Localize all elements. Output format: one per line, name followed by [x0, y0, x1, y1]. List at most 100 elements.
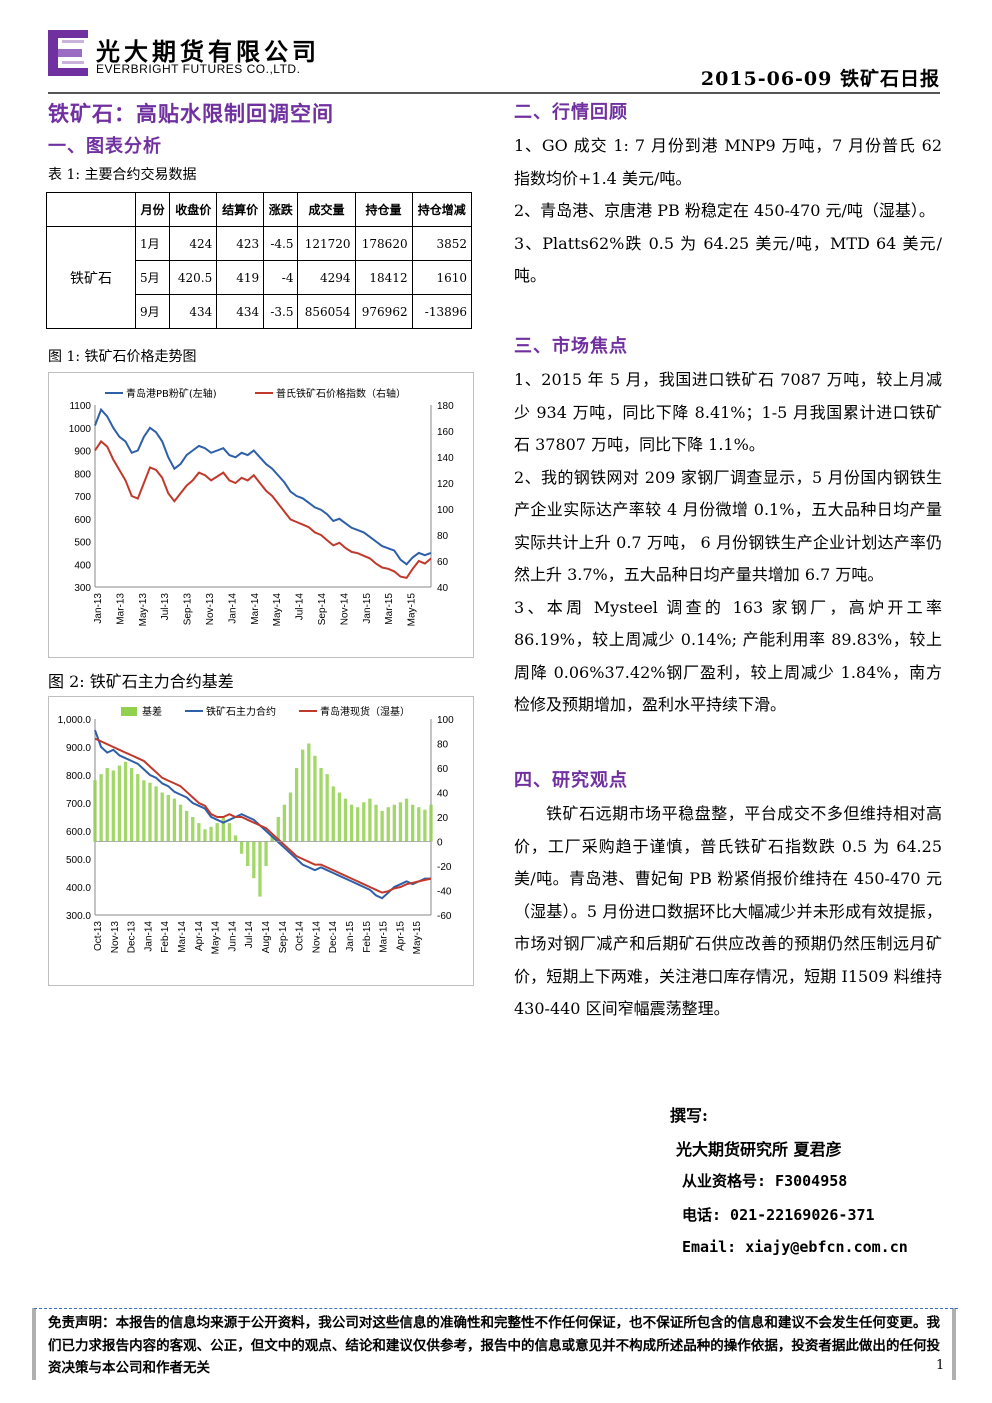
- x-tick-label: Mar-15: [379, 921, 390, 953]
- y-left-tick-label: 1,000.0: [58, 715, 92, 726]
- y-left-tick-label: 900: [74, 447, 91, 458]
- review-item: 1、GO 成交 1: 7 月份到港 MNP9 万吨，7 月份普氏 62 指数均价…: [514, 136, 942, 188]
- x-tick-label: Jan-15: [362, 593, 373, 624]
- x-tick-label: Jul-14: [244, 921, 255, 949]
- focus-text: 1、2015 年 5 月，我国进口铁矿石 7087 万吨，较上月减少 934 万…: [514, 364, 942, 722]
- page-number: 1: [936, 1358, 945, 1373]
- x-tick-label: Mar-14: [250, 593, 261, 625]
- basis-bar: [148, 782, 152, 842]
- table-cell: 3852: [411, 226, 473, 261]
- x-tick-label: May-15: [407, 593, 418, 627]
- x-tick-label: May-14: [211, 921, 222, 955]
- chart1-container: 1100 1000 900 800 700 600 500 400 300 180 160 140 12…: [48, 372, 474, 658]
- table-row: 5月 420.5 419 -4 4294 18412 1610: [47, 260, 473, 295]
- x-tick-label: Feb-14: [160, 921, 171, 953]
- basis-bar: [209, 826, 213, 842]
- x-tick-label: Nov-13: [205, 593, 216, 626]
- x-tick-label: Sep-13: [183, 593, 194, 626]
- table-cell: 856054: [297, 294, 356, 329]
- y-right-tick-label: 140: [437, 453, 454, 464]
- table-header-cell: 成交量: [297, 192, 356, 227]
- basis-bar: [392, 804, 396, 842]
- x-tick-label: Oct-14: [295, 921, 306, 951]
- review-text: 1、GO 成交 1: 7 月份到港 MNP9 万吨，7 月份普氏 62 指数均价…: [514, 130, 942, 293]
- basis-bar: [111, 770, 115, 842]
- y-left-tick-label: 700.0: [66, 799, 91, 810]
- y-right-tick-label: 120: [437, 479, 454, 490]
- report-date-title: 2015-06-09 铁矿石日报: [700, 68, 940, 90]
- y-left-tick-label: 600: [74, 515, 91, 526]
- trade-data-table: 月份 收盘价 结算价 涨跌 成交量 持仓量 持仓增减 铁矿石 1月 424 42…: [46, 192, 473, 329]
- table-cell: -3.5: [263, 294, 299, 329]
- basis-bar: [239, 841, 244, 854]
- author-email: Email: xiajy@ebfcn.com.cn: [682, 1238, 908, 1256]
- y-right-tick-label: 0: [437, 838, 443, 849]
- table-cell: 424: [169, 226, 218, 261]
- legend-label-1: 铁矿石主力合约: [206, 705, 276, 718]
- basis-bar: [404, 798, 409, 842]
- focus-item: 2、我的钢铁网对 209 家钢厂调查显示，5 月份国内钢铁生产企业实际达产率较 …: [514, 467, 942, 585]
- review-item: 2、青岛港、京唐港 PB 粉稳定在 450-470 元/吨（湿基）。: [514, 201, 935, 220]
- x-tick-label: Nov-14: [311, 921, 322, 954]
- basis-bar: [215, 823, 219, 842]
- basis-bar: [398, 802, 403, 842]
- basis-bar: [337, 792, 342, 842]
- table-cell: 9月: [134, 294, 171, 329]
- basis-bar: [221, 817, 225, 842]
- basis-bar: [233, 835, 238, 842]
- basis-bar: [319, 768, 323, 842]
- report-title: 铁矿石：高贴水限制回调空间: [48, 101, 334, 126]
- table-cell: 5月: [134, 260, 171, 295]
- y-left-tick-label: 1000: [69, 424, 92, 435]
- y-left-tick-label: 500: [74, 538, 91, 549]
- series-line-1: [94, 729, 431, 900]
- basis-bar: [93, 780, 97, 842]
- company-name-en: EVERBRIGHT FUTURES CO.,LTD.: [96, 62, 301, 76]
- basis-bar: [270, 835, 274, 842]
- x-tick-label: Sep-14: [317, 593, 328, 626]
- company-name-cn: 光大期货有限公司: [96, 38, 320, 66]
- table-cell: 121720: [297, 226, 356, 261]
- x-tick-label: Jun-14: [227, 921, 238, 952]
- basis-bar: [417, 807, 421, 842]
- table-header-cell: 月份: [134, 192, 171, 227]
- price-trend-chart: 1100 1000 900 800 700 600 500 400 300 180 160 140 12…: [69, 387, 454, 627]
- y-right-tick-label: 180: [437, 401, 454, 412]
- author-license: 从业资格号: F3004958: [682, 1172, 848, 1190]
- basis-bar: [411, 804, 415, 842]
- chart1-caption: 图 1: 铁矿石价格走势图: [48, 349, 197, 365]
- y-left-tick-label: 600.0: [66, 827, 91, 838]
- table-cell: 434: [169, 294, 218, 329]
- section-heading-opinion: 四、研究观点: [514, 770, 628, 791]
- table-cell: 976962: [354, 294, 413, 329]
- basis-bar: [203, 829, 207, 842]
- x-tick-label: Nov-14: [339, 593, 350, 626]
- table-caption: 表 1: 主要合约交易数据: [48, 167, 197, 183]
- disclaimer-text: 免责声明：本报告的信息均来源于公开资料，我公司对这些信息的准确性和完整性不作任何…: [48, 1315, 940, 1376]
- basis-bar: [172, 798, 177, 842]
- legend-label-0: 基差: [142, 705, 162, 718]
- basis-bar: [325, 774, 329, 842]
- table-cell: 1610: [411, 260, 473, 295]
- table-cell: 178620: [354, 226, 413, 261]
- table-cell: -4.5: [263, 226, 299, 261]
- table-header-cell: 持仓增减: [411, 192, 473, 227]
- y-left-tick-label: 700: [74, 492, 91, 503]
- x-tick-label: Jan-14: [143, 921, 154, 952]
- y-right-tick-label: 100: [437, 715, 454, 726]
- table-cell: 1月: [134, 226, 171, 261]
- basis-bar: [136, 774, 140, 842]
- y-left-tick-label: 300: [74, 583, 91, 594]
- basis-bar: [368, 798, 372, 842]
- footer-divider: [34, 1308, 958, 1309]
- focus-item: 3、本周 Mysteel 调查的 163 家钢厂，高炉开工率 86.19%，较上…: [514, 597, 942, 715]
- section-heading-review: 二、行情回顾: [514, 102, 628, 123]
- x-tick-label: May-13: [138, 593, 149, 627]
- y-right-tick-label: 100: [437, 505, 454, 516]
- basis-bar: [282, 804, 287, 842]
- basis-bar: [356, 807, 360, 842]
- basis-bar: [301, 749, 305, 842]
- legend-swatch-0: [121, 707, 137, 716]
- basis-bar: [288, 792, 293, 842]
- y-right-tick-label: 60: [437, 557, 449, 568]
